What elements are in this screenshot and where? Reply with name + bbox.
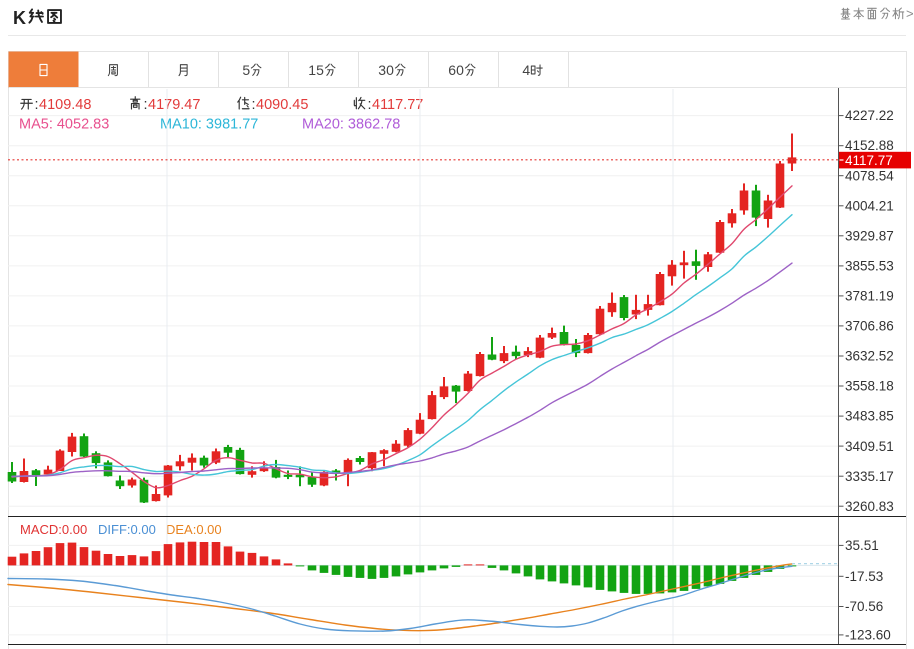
svg-text:4: 4 — [522, 62, 530, 78]
svg-text::: : — [252, 97, 256, 113]
svg-text:4090.45: 4090.45 — [256, 97, 308, 113]
svg-text:5: 5 — [242, 62, 250, 78]
svg-text::: : — [35, 97, 39, 113]
svg-text:MA5: 4052.83: MA5: 4052.83 — [19, 117, 109, 133]
svg-text:4152.88: 4152.88 — [845, 138, 894, 153]
svg-text:15: 15 — [308, 62, 324, 78]
svg-text:3335.17: 3335.17 — [845, 469, 894, 484]
svg-text:-123.60: -123.60 — [845, 628, 891, 643]
svg-text:4179.47: 4179.47 — [148, 97, 200, 113]
svg-text:-70.56: -70.56 — [845, 599, 883, 614]
svg-text:3929.87: 3929.87 — [845, 228, 894, 243]
svg-text::: : — [368, 97, 372, 113]
svg-text:4117.77: 4117.77 — [845, 153, 893, 168]
svg-text:60: 60 — [448, 62, 464, 78]
svg-text:DIFF:0.00: DIFF:0.00 — [98, 522, 156, 537]
svg-text:4117.77: 4117.77 — [372, 97, 423, 113]
svg-text:K: K — [13, 8, 26, 28]
svg-text:>: > — [906, 6, 914, 21]
svg-text:3855.53: 3855.53 — [845, 259, 894, 274]
svg-text:3632.52: 3632.52 — [845, 349, 894, 364]
svg-text:30: 30 — [378, 62, 394, 78]
svg-text:MA10: 3981.77: MA10: 3981.77 — [160, 117, 258, 133]
svg-text:3260.83: 3260.83 — [845, 499, 894, 514]
svg-text:4109.48: 4109.48 — [39, 97, 91, 113]
svg-text:3483.85: 3483.85 — [845, 409, 894, 424]
svg-text:4227.22: 4227.22 — [845, 108, 894, 123]
svg-text:3558.18: 3558.18 — [845, 379, 894, 394]
svg-text:4004.21: 4004.21 — [845, 198, 894, 213]
svg-text::: : — [144, 97, 148, 113]
svg-text:MA20: 3862.78: MA20: 3862.78 — [302, 117, 400, 133]
svg-text:3781.19: 3781.19 — [845, 289, 894, 304]
svg-text:4078.54: 4078.54 — [845, 168, 894, 183]
svg-text:35.51: 35.51 — [845, 538, 879, 553]
svg-text:MACD:0.00: MACD:0.00 — [20, 522, 87, 537]
svg-text:DEA:0.00: DEA:0.00 — [166, 522, 222, 537]
svg-text:3409.51: 3409.51 — [845, 439, 894, 454]
svg-text:-17.53: -17.53 — [845, 569, 883, 584]
svg-text:3706.86: 3706.86 — [845, 319, 894, 334]
